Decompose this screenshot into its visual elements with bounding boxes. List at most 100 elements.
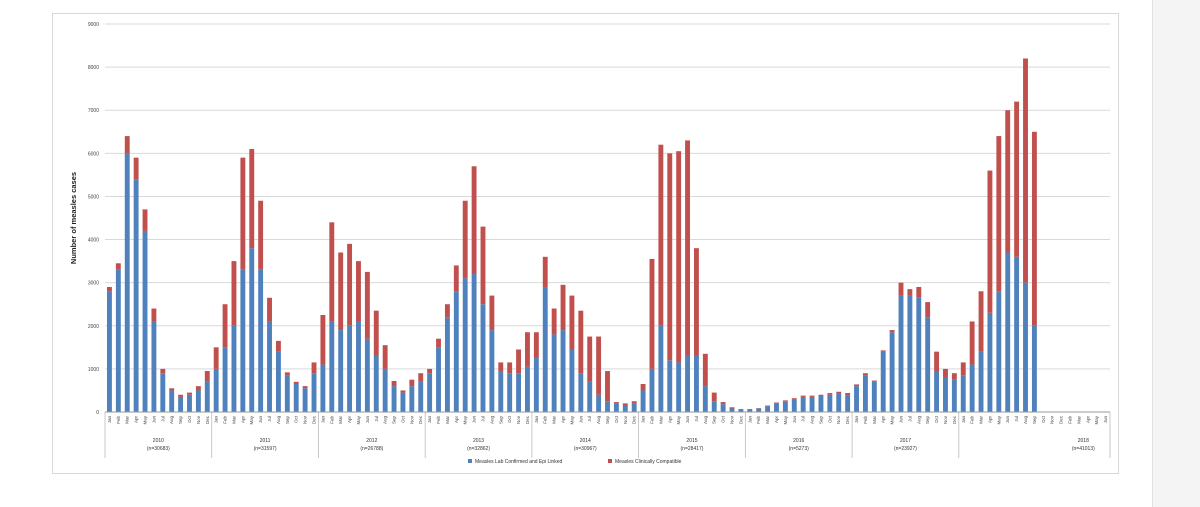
month-tick-label: May bbox=[1094, 415, 1099, 424]
bar-compatible bbox=[107, 286, 112, 292]
bar-compatible bbox=[791, 398, 797, 400]
month-tick-label: May bbox=[676, 415, 681, 424]
bar-compatible bbox=[356, 261, 361, 322]
bar-confirmed bbox=[240, 269, 246, 412]
year-label: 2012 bbox=[366, 438, 377, 444]
month-tick-label: Feb bbox=[116, 416, 121, 424]
bar-compatible bbox=[320, 315, 326, 365]
bar-confirmed bbox=[213, 368, 219, 412]
bar-confirmed bbox=[409, 386, 415, 412]
bar-confirmed bbox=[854, 386, 859, 412]
month-tick-label: Nov bbox=[943, 415, 948, 424]
month-tick-label: Mar bbox=[125, 415, 130, 423]
year-label: 2013 bbox=[473, 438, 484, 444]
bar-confirmed bbox=[747, 409, 753, 412]
bar-confirmed bbox=[774, 403, 779, 412]
month-tick-label: Jul bbox=[374, 416, 379, 422]
bar-confirmed bbox=[791, 399, 797, 412]
bar-compatible bbox=[213, 347, 219, 369]
bar-confirmed bbox=[756, 408, 762, 412]
month-tick-label: Dec bbox=[1059, 415, 1064, 424]
year-label: 2017 bbox=[900, 438, 911, 444]
month-tick-label: Jun bbox=[898, 416, 903, 424]
bar-confirmed bbox=[960, 375, 966, 412]
bar-confirmed bbox=[427, 373, 433, 412]
month-tick-label: Feb bbox=[436, 416, 441, 424]
month-tick-label: Aug bbox=[703, 416, 708, 425]
month-tick-label: Jan bbox=[214, 416, 219, 424]
month-tick-label: Mar bbox=[338, 415, 343, 423]
y-axis-label: Number of measles cases bbox=[69, 172, 78, 264]
bar-compatible bbox=[676, 151, 682, 363]
bar-confirmed bbox=[862, 375, 868, 412]
bar-compatible bbox=[489, 295, 495, 331]
month-tick-label: Sep bbox=[285, 416, 290, 425]
bar-compatible bbox=[160, 368, 166, 374]
month-tick-label: Jan bbox=[534, 416, 539, 424]
bar-compatible bbox=[827, 393, 833, 395]
month-tick-label: Feb bbox=[1067, 416, 1072, 424]
bar-compatible bbox=[818, 394, 824, 397]
month-tick-label: Apr bbox=[987, 416, 992, 424]
bar-confirmed bbox=[329, 321, 335, 412]
year-n-label: (n=32862) bbox=[467, 446, 490, 452]
month-tick-label: Jun bbox=[472, 416, 477, 424]
bar-confirmed bbox=[516, 373, 522, 412]
month-tick-label: May bbox=[356, 415, 361, 424]
month-tick-label: Sep bbox=[712, 416, 717, 425]
bar-compatible bbox=[222, 304, 228, 348]
year-n-label: (n=30967) bbox=[574, 446, 597, 452]
bar-confirmed bbox=[258, 269, 264, 412]
month-tick-label: Mar bbox=[445, 415, 450, 423]
year-label: 2015 bbox=[686, 438, 697, 444]
bar-confirmed bbox=[169, 390, 175, 412]
bar-compatible bbox=[133, 157, 139, 180]
bar-compatible bbox=[195, 386, 201, 391]
month-tick-label: May bbox=[996, 415, 1001, 424]
bar-confirmed bbox=[720, 404, 726, 412]
bar-compatible bbox=[480, 226, 486, 305]
bar-confirmed bbox=[569, 349, 575, 412]
month-tick-label: Dec bbox=[418, 415, 423, 424]
bar-compatible bbox=[347, 243, 353, 326]
month-tick-label: Sep bbox=[605, 416, 610, 425]
bar-compatible bbox=[418, 373, 424, 382]
year-label: 2018 bbox=[1078, 438, 1089, 444]
bar-confirmed bbox=[898, 295, 904, 412]
bar-compatible bbox=[338, 252, 344, 331]
bar-compatible bbox=[685, 140, 690, 356]
month-tick-label: Sep bbox=[392, 416, 397, 425]
bar-compatible bbox=[969, 321, 975, 365]
bar-confirmed bbox=[160, 373, 166, 412]
bar-confirmed bbox=[818, 396, 824, 412]
month-tick-label: Aug bbox=[596, 416, 601, 425]
y-tick-label: 3000 bbox=[88, 281, 99, 287]
year-n-label: (n=41013) bbox=[1072, 446, 1095, 452]
month-tick-label: Jun bbox=[258, 416, 263, 424]
bar-compatible bbox=[934, 351, 940, 372]
bar-compatible bbox=[569, 295, 575, 350]
month-tick-label: Nov bbox=[730, 415, 735, 424]
bar-confirmed bbox=[551, 334, 557, 412]
bar-compatible bbox=[605, 371, 610, 402]
month-tick-label: May bbox=[890, 415, 895, 424]
month-tick-label: Oct bbox=[1041, 415, 1046, 423]
bar-compatible bbox=[774, 402, 779, 404]
bar-confirmed bbox=[373, 355, 379, 412]
bar-compatible bbox=[329, 222, 335, 322]
bar-confirmed bbox=[596, 394, 602, 412]
y-tick-label: 7000 bbox=[88, 108, 99, 114]
bar-confirmed bbox=[587, 381, 593, 412]
bar-compatible bbox=[765, 405, 771, 407]
y-tick-label: 6000 bbox=[88, 151, 99, 157]
bar-compatible bbox=[587, 336, 593, 382]
bar-compatible bbox=[302, 386, 308, 389]
month-tick-label: Jul bbox=[480, 416, 485, 422]
bar-compatible bbox=[471, 166, 477, 275]
month-tick-label: Nov bbox=[516, 415, 521, 424]
month-tick-label: Dec bbox=[738, 415, 743, 424]
bar-confirmed bbox=[827, 394, 833, 412]
bar-confirmed bbox=[489, 330, 495, 412]
bar-compatible bbox=[258, 200, 264, 270]
month-tick-label: Feb bbox=[223, 416, 228, 424]
